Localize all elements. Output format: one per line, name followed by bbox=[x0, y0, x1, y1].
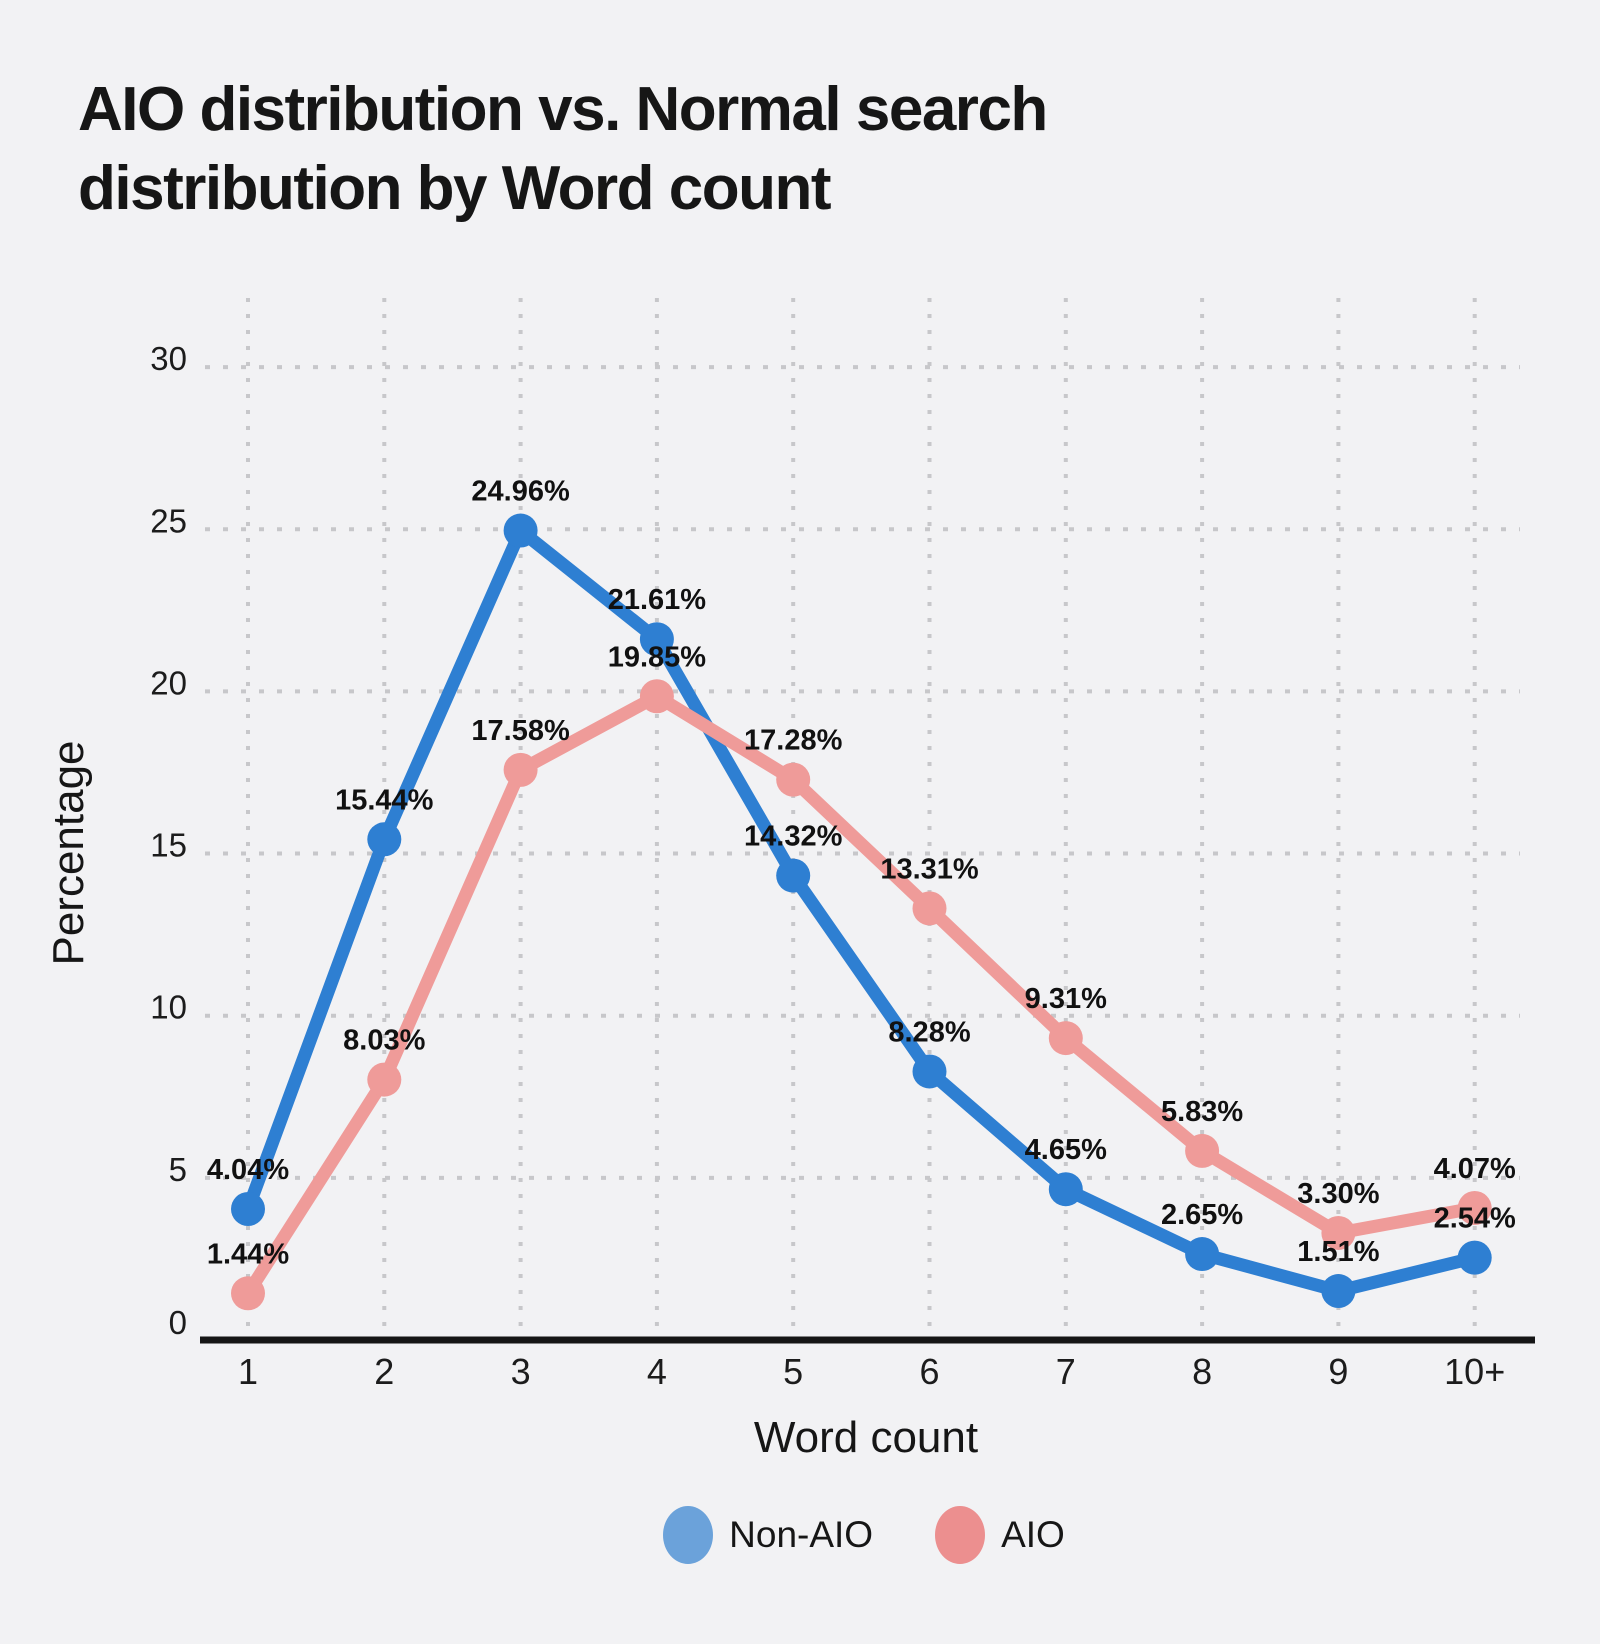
y-tick-label: 25 bbox=[150, 502, 187, 539]
data-point-label: 8.03% bbox=[343, 1025, 425, 1057]
y-tick-label: 20 bbox=[150, 664, 187, 701]
data-point-label: 4.07% bbox=[1434, 1153, 1516, 1185]
data-point-label: 9.31% bbox=[1025, 983, 1107, 1015]
y-tick-label: 10 bbox=[150, 989, 187, 1026]
data-point-label: 24.96% bbox=[471, 476, 570, 508]
data-point-marker bbox=[231, 1191, 265, 1226]
tick-labels: 0 5 10 15 20 25 30 1 2 3 4 5 6 7 8 9 10+ bbox=[150, 340, 1505, 1392]
data-point-marker bbox=[776, 858, 811, 893]
series-non-aio bbox=[231, 513, 1492, 1309]
x-tick-label: 9 bbox=[1328, 1351, 1348, 1392]
data-point-marker bbox=[231, 1276, 265, 1311]
series-line bbox=[241, 689, 1482, 1300]
data-point-marker bbox=[1457, 1191, 1492, 1226]
data-point-marker bbox=[639, 679, 674, 714]
x-tick-label: 1 bbox=[238, 1351, 258, 1392]
series-line bbox=[241, 524, 1482, 1298]
data-point-label: 15.44% bbox=[335, 784, 434, 816]
series-aio bbox=[231, 679, 1492, 1311]
data-point-label: 2.65% bbox=[1161, 1199, 1243, 1231]
legend-label: Non-AIO bbox=[729, 1514, 874, 1555]
x-tick-label: 3 bbox=[511, 1351, 531, 1392]
data-point-label: 17.58% bbox=[471, 715, 570, 747]
y-tick-label: 15 bbox=[150, 827, 187, 864]
data-point-label: 13.31% bbox=[880, 853, 979, 885]
legend-label: AIO bbox=[1001, 1514, 1065, 1555]
y-tick-label: 30 bbox=[150, 340, 187, 377]
data-point-label: 1.51% bbox=[1297, 1236, 1379, 1268]
data-point-label: 8.28% bbox=[888, 1016, 970, 1048]
data-point-label: 4.04% bbox=[207, 1154, 289, 1186]
data-point-label: 17.28% bbox=[744, 725, 843, 757]
data-point-marker bbox=[1185, 1237, 1220, 1272]
data-point-marker bbox=[1048, 1172, 1083, 1207]
data-point-marker bbox=[1185, 1133, 1220, 1168]
data-point-label: 19.85% bbox=[608, 641, 707, 673]
data-point-marker bbox=[367, 1062, 402, 1097]
data-point-marker bbox=[776, 762, 811, 797]
data-point-label: 3.30% bbox=[1297, 1178, 1379, 1210]
data-point-marker bbox=[503, 513, 538, 548]
x-tick-label: 4 bbox=[647, 1351, 667, 1392]
legend-swatch-circle bbox=[663, 1506, 714, 1564]
x-tick-label: 8 bbox=[1192, 1351, 1212, 1392]
y-tick-label: 0 bbox=[169, 1304, 187, 1341]
legend-item-aio: AIO bbox=[935, 1506, 1065, 1564]
legend: Non-AIO AIO bbox=[128, 1506, 1600, 1564]
data-point-marker bbox=[1048, 1021, 1083, 1056]
legend-swatch-circle bbox=[935, 1506, 986, 1564]
data-point-marker bbox=[1457, 1240, 1492, 1275]
data-point-label: 5.83% bbox=[1161, 1096, 1243, 1128]
data-point-marker bbox=[912, 1054, 947, 1089]
data-point-marker bbox=[639, 622, 674, 657]
y-axis-title: Percentage bbox=[44, 740, 93, 965]
x-tick-label: 5 bbox=[783, 1351, 803, 1392]
x-tick-label: 6 bbox=[919, 1351, 939, 1392]
data-point-marker bbox=[1321, 1215, 1356, 1250]
y-tick-label: 5 bbox=[169, 1151, 187, 1188]
data-point-marker bbox=[503, 752, 538, 787]
chart-title: AIO distribution vs. Normal search distr… bbox=[78, 75, 1048, 223]
data-series bbox=[231, 513, 1492, 1311]
data-point-label: 1.44% bbox=[207, 1238, 289, 1270]
data-point-labels: 4.04% 15.44% 24.96% 21.61% 14.32% 8.28% 4.65% 2… bbox=[207, 476, 1516, 1271]
x-tick-label: 10+ bbox=[1444, 1351, 1505, 1392]
data-point-label: 2.54% bbox=[1434, 1203, 1516, 1235]
data-point-marker bbox=[367, 822, 402, 857]
legend-item-non-aio: Non-AIO bbox=[663, 1506, 873, 1564]
data-point-label: 14.32% bbox=[744, 821, 843, 853]
data-point-label: 4.65% bbox=[1025, 1134, 1107, 1166]
data-point-marker bbox=[1321, 1274, 1356, 1309]
x-axis-title: Word count bbox=[754, 1413, 978, 1462]
x-tick-label: 2 bbox=[374, 1351, 394, 1392]
data-point-marker bbox=[912, 891, 947, 926]
x-tick-label: 7 bbox=[1056, 1351, 1076, 1392]
data-point-label: 21.61% bbox=[608, 584, 707, 616]
